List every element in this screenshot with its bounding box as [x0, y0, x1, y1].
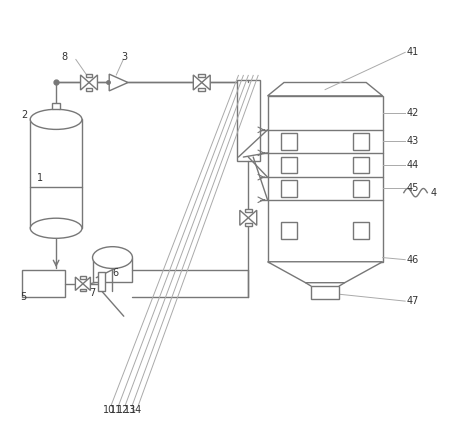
Text: 1: 1 [37, 173, 44, 183]
Bar [80, 289, 86, 291]
Bar [245, 209, 252, 212]
Text: 6: 6 [112, 269, 118, 278]
Text: 3: 3 [121, 52, 128, 62]
Polygon shape [81, 75, 89, 90]
Bar [86, 88, 92, 91]
Text: 7: 7 [89, 288, 95, 298]
Bar [99, 272, 105, 291]
Bar [22, 270, 65, 297]
Bar [353, 157, 370, 173]
Text: 44: 44 [406, 160, 419, 170]
Text: 43: 43 [406, 136, 419, 146]
Bar [281, 133, 297, 150]
Polygon shape [83, 277, 91, 291]
Bar [353, 222, 370, 239]
Polygon shape [248, 210, 257, 225]
Ellipse shape [92, 247, 132, 269]
Text: 46: 46 [406, 255, 419, 265]
Ellipse shape [30, 218, 82, 238]
Text: 11: 11 [110, 406, 122, 415]
Bar [281, 157, 297, 173]
Text: 2: 2 [21, 110, 27, 120]
Text: 41: 41 [406, 47, 419, 58]
Bar [237, 80, 260, 161]
Polygon shape [202, 75, 210, 90]
Bar [281, 222, 297, 239]
Text: 12: 12 [117, 406, 129, 415]
Text: 13: 13 [124, 406, 136, 415]
Text: 42: 42 [406, 108, 419, 118]
Bar [199, 88, 205, 91]
Text: 10: 10 [102, 406, 115, 415]
Polygon shape [267, 82, 383, 96]
Text: 45: 45 [406, 184, 419, 193]
Text: 5: 5 [20, 292, 26, 302]
Polygon shape [109, 74, 128, 91]
Polygon shape [89, 75, 98, 90]
Polygon shape [75, 277, 83, 291]
Bar [267, 96, 383, 262]
Bar [281, 180, 297, 197]
Bar [199, 74, 205, 77]
Bar [86, 74, 92, 77]
Bar [311, 286, 339, 299]
Text: 4: 4 [430, 188, 437, 198]
Bar [80, 276, 86, 279]
Bar [245, 223, 252, 226]
Bar [353, 133, 370, 150]
Ellipse shape [30, 109, 82, 129]
Text: 14: 14 [130, 406, 142, 415]
Polygon shape [193, 75, 202, 90]
Text: 8: 8 [62, 52, 68, 62]
Bar [92, 258, 132, 282]
Bar [353, 180, 370, 197]
Bar [30, 119, 82, 228]
Polygon shape [267, 262, 383, 283]
Bar [52, 104, 60, 109]
Polygon shape [240, 210, 248, 225]
Text: 47: 47 [406, 296, 419, 306]
